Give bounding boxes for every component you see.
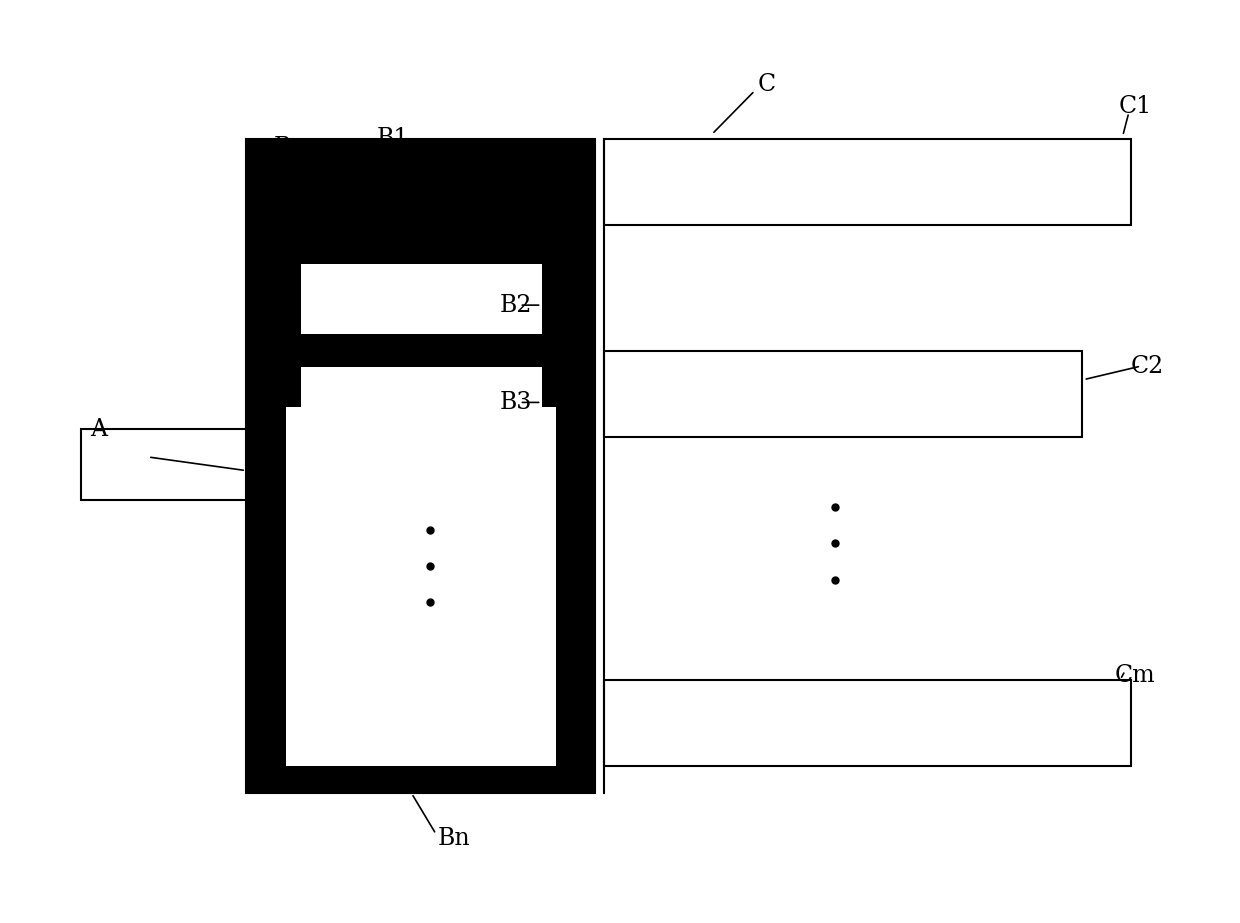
Bar bbox=[301, 264, 542, 334]
Text: B3: B3 bbox=[500, 391, 532, 414]
Text: B1: B1 bbox=[377, 127, 409, 150]
Bar bbox=[604, 351, 1083, 437]
Text: A: A bbox=[91, 418, 108, 441]
Bar bbox=[286, 166, 557, 766]
Bar bbox=[286, 166, 557, 407]
Text: B: B bbox=[274, 137, 291, 160]
Text: C2: C2 bbox=[1131, 354, 1164, 378]
Bar bbox=[81, 429, 246, 499]
Text: B2: B2 bbox=[500, 294, 532, 317]
Text: C: C bbox=[758, 73, 776, 96]
Text: Bn: Bn bbox=[438, 827, 471, 850]
Bar bbox=[301, 367, 542, 437]
Bar bbox=[604, 138, 1131, 225]
Bar bbox=[246, 138, 595, 794]
Text: Cm: Cm bbox=[1115, 664, 1156, 687]
Text: C1: C1 bbox=[1118, 95, 1152, 118]
Bar bbox=[604, 679, 1131, 766]
